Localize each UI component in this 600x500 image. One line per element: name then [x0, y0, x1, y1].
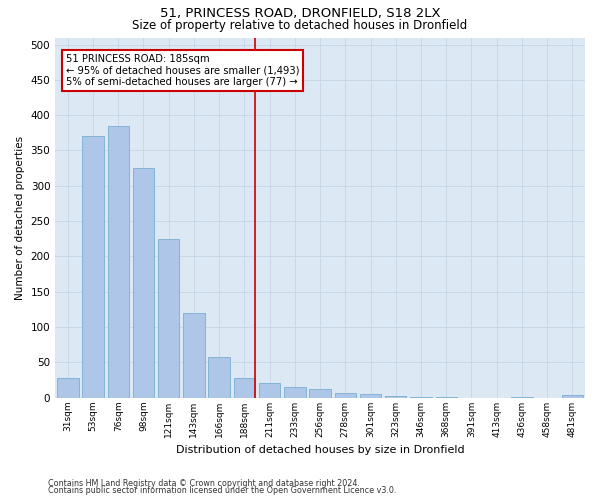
Bar: [511, 397, 533, 398]
Text: 51, PRINCESS ROAD, DRONFIELD, S18 2LX: 51, PRINCESS ROAD, DRONFIELD, S18 2LX: [160, 8, 440, 20]
Bar: [107, 126, 129, 398]
Bar: [562, 396, 583, 398]
Bar: [310, 389, 331, 398]
Text: Contains HM Land Registry data © Crown copyright and database right 2024.: Contains HM Land Registry data © Crown c…: [48, 478, 360, 488]
Y-axis label: Number of detached properties: Number of detached properties: [15, 136, 25, 300]
Text: Contains public sector information licensed under the Open Government Licence v3: Contains public sector information licen…: [48, 486, 397, 495]
Bar: [335, 394, 356, 398]
Bar: [259, 384, 280, 398]
Bar: [208, 358, 230, 398]
Bar: [158, 238, 179, 398]
Bar: [385, 396, 406, 398]
Bar: [233, 378, 255, 398]
Bar: [183, 313, 205, 398]
Bar: [436, 397, 457, 398]
Bar: [284, 387, 305, 398]
Bar: [82, 136, 104, 398]
Bar: [133, 168, 154, 398]
Text: Size of property relative to detached houses in Dronfield: Size of property relative to detached ho…: [133, 18, 467, 32]
Text: 51 PRINCESS ROAD: 185sqm
← 95% of detached houses are smaller (1,493)
5% of semi: 51 PRINCESS ROAD: 185sqm ← 95% of detach…: [66, 54, 299, 87]
Bar: [57, 378, 79, 398]
X-axis label: Distribution of detached houses by size in Dronfield: Distribution of detached houses by size …: [176, 445, 464, 455]
Bar: [410, 397, 432, 398]
Bar: [360, 394, 381, 398]
